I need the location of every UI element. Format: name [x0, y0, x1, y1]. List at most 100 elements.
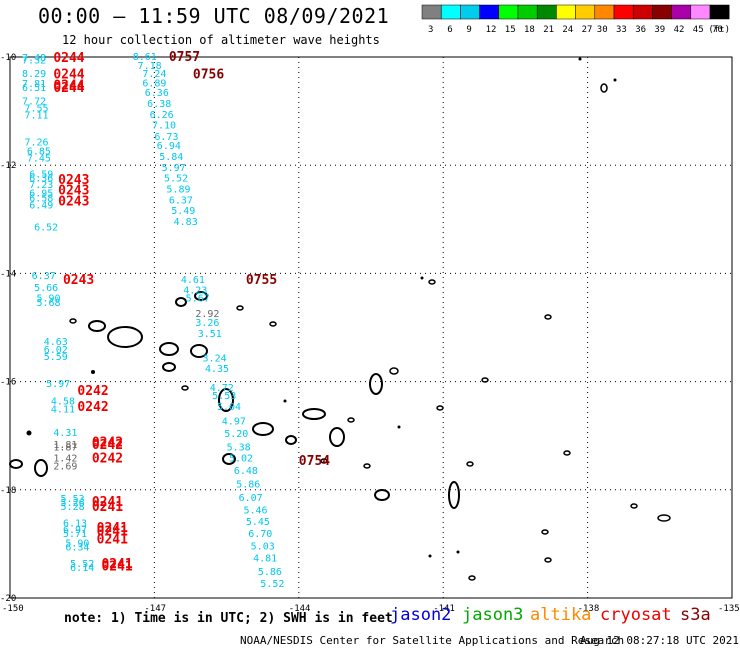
- data-label-swh_cyan: 7.11: [24, 110, 48, 121]
- data-label-cryosat: 0243: [63, 273, 94, 288]
- data-label-cryosat: 0243: [58, 173, 89, 188]
- data-label-swh_cyan: 5.71: [63, 529, 87, 540]
- data-label-swh_cyan: 6.49: [29, 201, 53, 212]
- colorbar-swatch: [709, 4, 730, 20]
- island-35: [269, 321, 277, 327]
- island-28: [466, 461, 474, 467]
- island-24: [347, 417, 355, 423]
- colorbar-label: 42: [674, 25, 685, 35]
- legend-s3a: s3a: [680, 605, 711, 625]
- data-label-swh_cyan: 7.48: [22, 53, 46, 64]
- data-label-swh_cyan: 4.31: [53, 428, 77, 439]
- data-label-swh_cyan: 5.86: [258, 567, 282, 578]
- data-label-swh_cyan: 6.38: [147, 99, 171, 110]
- colorbar-swatch: [575, 4, 596, 20]
- data-label-swh_cyan: 5.52: [164, 174, 188, 185]
- data-label-swh_cyan: 8.61: [133, 52, 157, 63]
- islands: [9, 57, 671, 581]
- x-tick-label: -147: [144, 604, 166, 614]
- colorbar-swatch: [536, 4, 557, 20]
- data-label-swh_cyan: 3.24: [203, 353, 227, 364]
- colorbar-label: 9: [466, 25, 471, 35]
- data-label-swh_cyan: 6.51: [22, 83, 46, 94]
- data-label-swh_cyan: 5.03: [251, 542, 275, 553]
- island-31: [320, 458, 328, 464]
- data-label-swh_cyan: 5.45: [246, 517, 270, 528]
- island-29: [541, 529, 549, 535]
- data-label-swh_cyan: 8.29: [22, 69, 46, 80]
- island-moorea: [88, 320, 106, 332]
- dot-9: [283, 399, 287, 403]
- x-tick-label: -144: [289, 604, 311, 614]
- colorbar-swatch: [517, 4, 538, 20]
- data-label-swh_grey: 2.92: [195, 309, 219, 320]
- data-labels: 0244024402440244024302430243024302420242…: [22, 50, 330, 590]
- data-label-swh_cyan: 4.11: [51, 405, 75, 416]
- data-label-s3a: 0755: [246, 273, 277, 288]
- data-label-cryosat: 0244: [53, 67, 84, 82]
- data-label-swh_cyan: 5.49: [171, 206, 195, 217]
- data-label-swh_cyan: 7.72: [22, 96, 46, 107]
- island-36: [181, 385, 189, 391]
- data-label-swh_cyan: 6.36: [29, 174, 53, 185]
- data-label-swh_cyan: 6.58: [29, 194, 53, 205]
- timestamp: Aug 12 08:27:18 UTC 2021: [580, 634, 739, 647]
- dot-8: [397, 425, 401, 429]
- data-label-cryosat: 0243: [58, 184, 89, 199]
- island-20: [600, 83, 608, 93]
- island-3: [194, 291, 208, 301]
- colorbar-label: 24: [562, 25, 573, 35]
- data-label-cryosat: 0242: [77, 384, 108, 399]
- island-21: [428, 279, 436, 285]
- data-label-swh_cyan: 5.53: [212, 391, 236, 402]
- colorbar-label: 39: [654, 25, 665, 35]
- colorbar-swatch: [440, 4, 461, 20]
- colorbar-label: 45: [693, 25, 704, 35]
- island-26: [563, 450, 571, 456]
- island-7: [218, 388, 234, 412]
- colorbar-label: 70: [712, 25, 723, 35]
- island-5: [190, 344, 208, 358]
- data-label-swh_cyan: 3.51: [198, 329, 222, 340]
- data-label-s3a: 0754: [299, 454, 330, 469]
- data-label-swh_cyan: 5.68: [36, 298, 60, 309]
- data-label-swh_cyan: 6.73: [154, 132, 178, 143]
- data-label-swh_cyan: 6.85: [27, 147, 51, 158]
- data-label-swh_cyan: 7.32: [22, 56, 46, 67]
- colorbar-swatch: [460, 4, 480, 20]
- data-label-swh_cyan: 4.97: [222, 417, 246, 428]
- data-label-swh_cyan: 6.48: [234, 466, 258, 477]
- dot-2: [91, 370, 95, 374]
- y-tick-label: -12: [0, 161, 16, 171]
- island-30: [630, 503, 638, 509]
- data-label-swh_cyan: 5.86: [236, 479, 260, 490]
- data-label-s3a: 0757: [169, 50, 200, 65]
- dot-6: [428, 554, 432, 558]
- data-label-swh_cyan: 5.26: [61, 498, 85, 509]
- grid-lines: -150 -147 -144 -141 -138 -135 -10 -12 -14 -16 -18 -…: [0, 53, 740, 614]
- dot-4: [578, 57, 582, 61]
- colorbar-swatch: [613, 4, 634, 20]
- data-label-cryosat: 0241: [97, 525, 128, 540]
- legend-jason3: jason3: [462, 605, 524, 625]
- colorbar-swatch: [632, 4, 653, 20]
- data-label-swh_cyan: 6.89: [142, 78, 166, 89]
- colorbar-label: 27: [582, 25, 593, 35]
- data-label-swh_grey: 1.81: [53, 440, 77, 451]
- colorbar-label: 21: [543, 25, 554, 35]
- island-tahiti: [107, 326, 143, 348]
- island-32: [468, 575, 476, 581]
- island-22: [481, 377, 489, 383]
- data-label-swh_cyan: 5.84: [159, 152, 183, 163]
- data-label-swh_cyan: 6.36: [145, 88, 169, 99]
- island-8: [252, 422, 274, 436]
- credit: NOAA/NESDIS Center for Satellite Applica…: [240, 634, 625, 647]
- data-label-swh_cyan: 5.52: [70, 559, 94, 570]
- data-label-swh_cyan: 6.95: [29, 188, 53, 199]
- data-label-swh_cyan: 6.26: [150, 110, 174, 121]
- colorbar-unit: (ft): [708, 25, 730, 35]
- colorbar-swatch: [671, 4, 692, 20]
- legend-jason2: jason2: [390, 605, 452, 625]
- data-label-cryosat: 0241: [97, 533, 128, 548]
